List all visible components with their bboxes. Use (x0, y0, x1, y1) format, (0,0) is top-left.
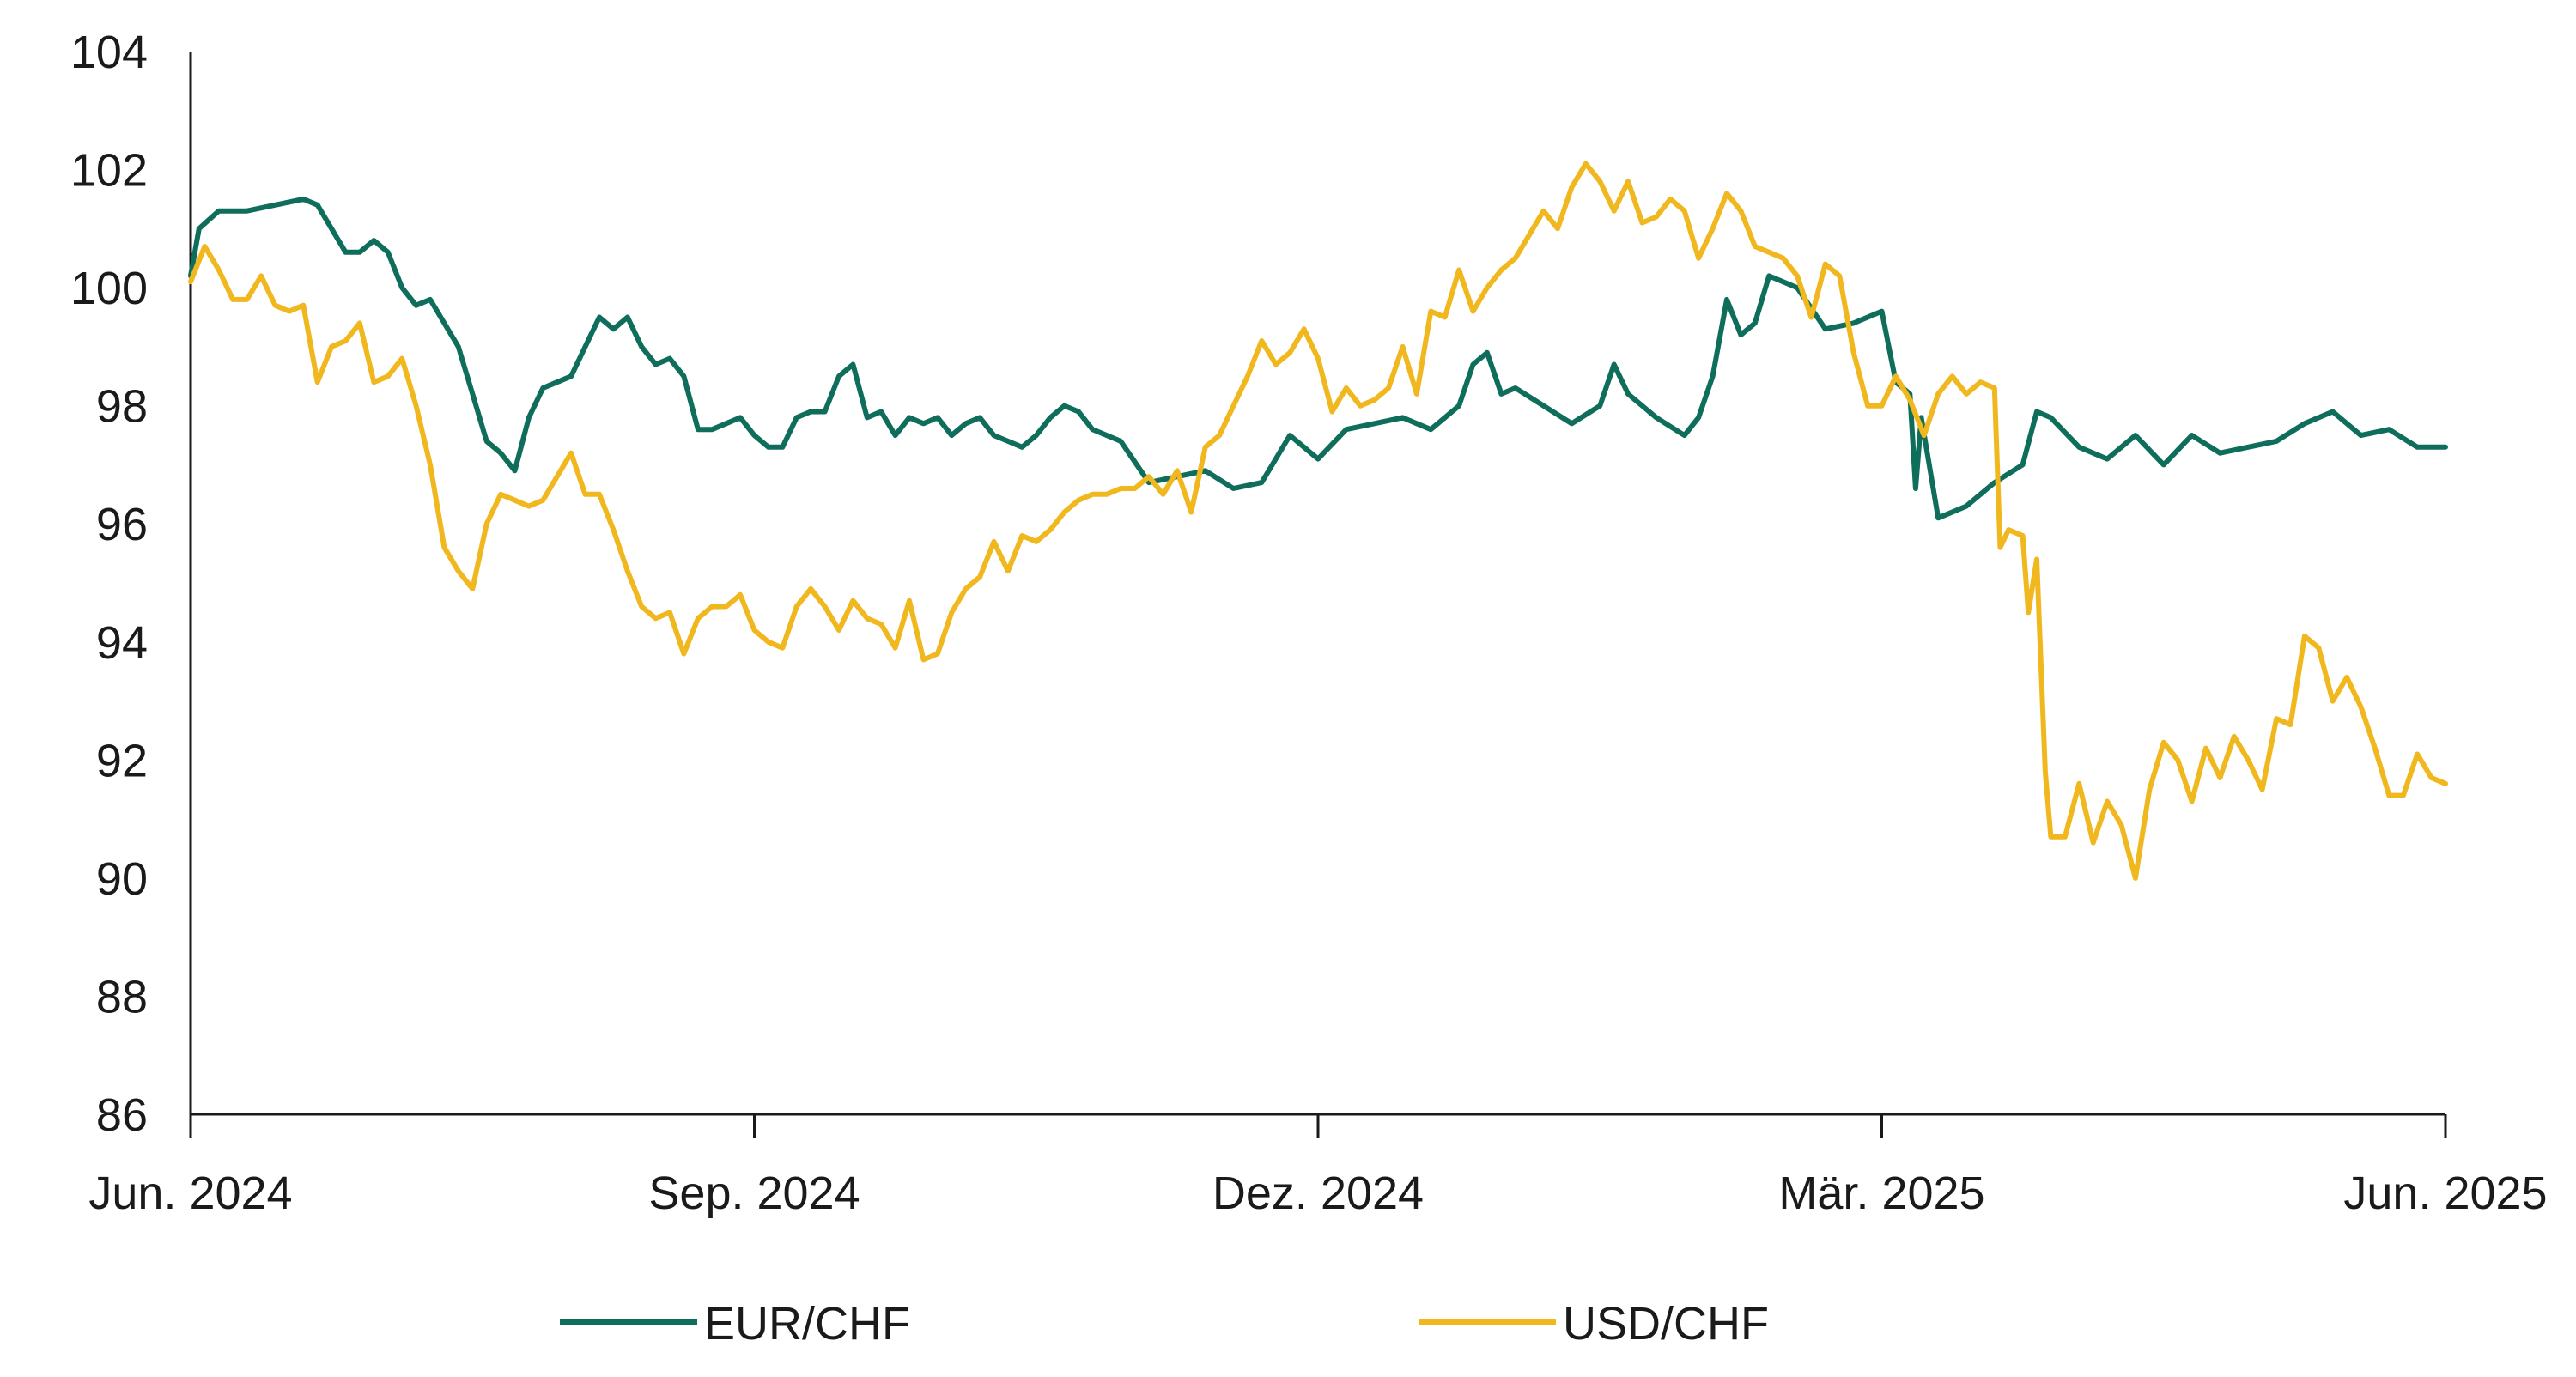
legend-label: USD/CHF (1563, 1298, 1769, 1350)
axes (189, 52, 2445, 1116)
y-tick-label: 90 (96, 853, 148, 905)
legend: EUR/CHF USD/CHF (560, 1298, 1769, 1350)
y-tick-label: 92 (96, 735, 148, 786)
x-axis-ticks: Jun. 2024 Sep. 2024 Dez. 2024 Mär. 2025 Jun.… (88, 1114, 2548, 1219)
legend-label: EUR/CHF (704, 1298, 910, 1350)
y-axis-ticks: 86 88 90 92 94 96 98 100 102 104 (70, 27, 148, 1141)
series-line-usd-chf (188, 161, 2448, 881)
y-tick-label: 96 (96, 499, 148, 550)
x-tick-label: Mär. 2025 (1778, 1168, 1984, 1219)
y-tick-label: 94 (96, 617, 148, 669)
y-tick-label: 102 (70, 145, 148, 197)
series-lines (188, 161, 2448, 881)
x-tick-label: Jun. 2025 (2343, 1168, 2547, 1219)
x-tick-label: Jun. 2024 (88, 1168, 292, 1219)
y-tick-label: 100 (70, 263, 148, 314)
y-tick-label: 88 (96, 971, 148, 1022)
y-tick-label: 86 (96, 1089, 148, 1141)
y-tick-label: 98 (96, 381, 148, 433)
x-tick-label: Sep. 2024 (648, 1168, 860, 1219)
x-tick-label: Dez. 2024 (1212, 1168, 1424, 1219)
y-tick-label: 104 (70, 27, 148, 78)
